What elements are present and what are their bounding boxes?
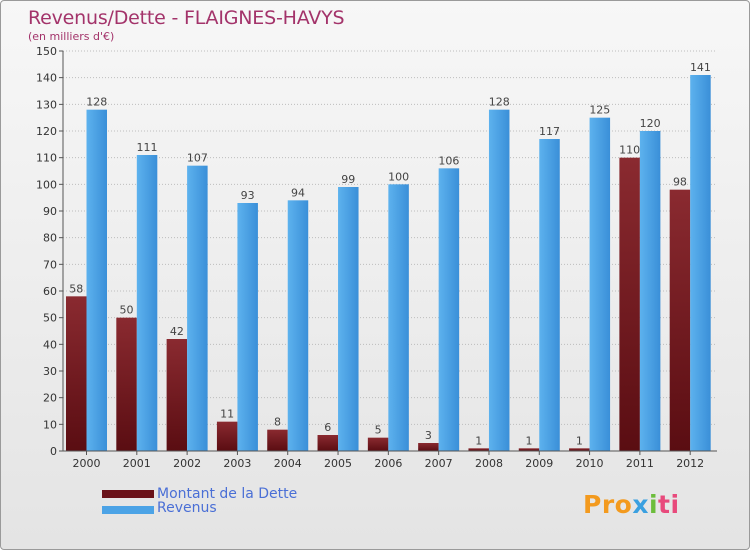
bar-dette xyxy=(166,339,188,451)
y-tick-label: 110 xyxy=(36,152,57,165)
y-tick-label: 120 xyxy=(36,125,57,138)
bar-revenus xyxy=(438,168,460,452)
bar-dette xyxy=(669,189,691,451)
bar-dette xyxy=(267,429,288,451)
data-label-revenus: 106 xyxy=(438,154,459,167)
legend-label-revenus: Revenus xyxy=(157,500,217,516)
bar-revenus xyxy=(338,187,359,451)
data-label-dette: 110 xyxy=(619,144,640,157)
data-label-revenus: 120 xyxy=(640,117,661,130)
bar-dette xyxy=(569,448,590,451)
y-tick-label: 0 xyxy=(50,445,57,458)
bar-revenus xyxy=(287,200,309,451)
y-tick-label: 70 xyxy=(43,258,57,271)
y-tick-label: 20 xyxy=(43,392,57,405)
y-tick-label: 140 xyxy=(36,72,57,85)
bar-dette xyxy=(367,437,389,451)
bar-dette xyxy=(116,317,137,451)
x-tick-label: 2004 xyxy=(274,457,302,470)
x-tick-label: 2007 xyxy=(425,457,453,470)
y-tick-label: 60 xyxy=(43,285,57,298)
x-tick-label: 2012 xyxy=(676,457,704,470)
data-label-revenus: 141 xyxy=(690,61,711,74)
data-label-dette: 58 xyxy=(69,282,83,295)
y-tick-label: 10 xyxy=(43,418,57,431)
bar-revenus xyxy=(237,203,258,451)
y-tick-label: 80 xyxy=(43,232,57,245)
x-tick-label: 2001 xyxy=(123,457,151,470)
x-tick-label: 2000 xyxy=(73,457,101,470)
bar-revenus xyxy=(187,165,208,451)
data-label-revenus: 111 xyxy=(137,141,158,154)
data-label-dette: 6 xyxy=(324,421,331,434)
bar-revenus xyxy=(589,117,611,452)
data-label-dette: 5 xyxy=(375,424,382,437)
bar-dette xyxy=(418,443,439,451)
bar-dette xyxy=(317,435,339,451)
axis-layer: 0102030405060708090100110120130140150200… xyxy=(36,45,717,470)
data-label-dette: 1 xyxy=(475,434,482,447)
y-tick-label: 30 xyxy=(43,365,57,378)
data-label-revenus: 99 xyxy=(341,173,355,186)
bar-dette xyxy=(619,157,640,451)
data-label-dette: 50 xyxy=(120,304,134,317)
bar-dette xyxy=(216,421,238,451)
y-tick-label: 100 xyxy=(36,178,57,191)
bar-revenus xyxy=(136,155,158,451)
x-tick-label: 2003 xyxy=(223,457,251,470)
data-label-dette: 98 xyxy=(673,176,687,189)
data-label-dette: 3 xyxy=(425,429,432,442)
legend-label-dette: Montant de la Dette xyxy=(157,486,298,502)
x-tick-label: 2010 xyxy=(576,457,604,470)
legend-swatch-revenus xyxy=(102,506,154,514)
chart-subtitle: (en milliers d'€) xyxy=(28,30,115,43)
data-label-revenus: 100 xyxy=(388,170,409,183)
x-tick-label: 2002 xyxy=(173,457,201,470)
data-label-revenus: 93 xyxy=(241,189,255,202)
bar-revenus xyxy=(539,139,560,451)
bar-revenus xyxy=(86,109,107,452)
bar-dette xyxy=(518,448,540,451)
y-tick-label: 90 xyxy=(43,205,57,218)
x-tick-label: 2011 xyxy=(626,457,654,470)
data-label-revenus: 128 xyxy=(86,96,107,109)
y-tick-label: 150 xyxy=(36,45,57,58)
bar-dette xyxy=(66,296,87,451)
bar-dette xyxy=(468,448,489,451)
data-label-revenus: 125 xyxy=(589,104,610,117)
data-label-dette: 1 xyxy=(526,434,533,447)
bars-layer xyxy=(66,75,711,452)
data-label-revenus: 128 xyxy=(489,96,510,109)
x-tick-label: 2005 xyxy=(324,457,352,470)
data-label-revenus: 117 xyxy=(539,125,560,138)
proxiti-logo: Proxiti xyxy=(583,490,680,519)
chart-title: Revenus/Dette - FLAIGNES-HAVYS xyxy=(28,7,345,29)
bar-revenus xyxy=(690,75,711,451)
data-label-dette: 1 xyxy=(576,434,583,447)
x-tick-label: 2009 xyxy=(525,457,553,470)
data-label-revenus: 107 xyxy=(187,152,208,165)
y-tick-label: 40 xyxy=(43,338,57,351)
legend-swatch-dette xyxy=(102,490,154,498)
data-label-dette: 8 xyxy=(274,416,281,429)
x-tick-label: 2008 xyxy=(475,457,503,470)
x-tick-label: 2006 xyxy=(374,457,402,470)
bar-revenus xyxy=(639,131,661,451)
y-tick-label: 130 xyxy=(36,98,57,111)
labels-layer: 5812850111421071193894699510031061128111… xyxy=(69,61,711,447)
bar-revenus xyxy=(488,109,510,452)
bar-revenus xyxy=(388,184,409,452)
data-label-dette: 11 xyxy=(220,408,234,421)
y-tick-label: 50 xyxy=(43,312,57,325)
data-label-dette: 42 xyxy=(170,325,184,338)
data-label-revenus: 94 xyxy=(291,186,305,199)
